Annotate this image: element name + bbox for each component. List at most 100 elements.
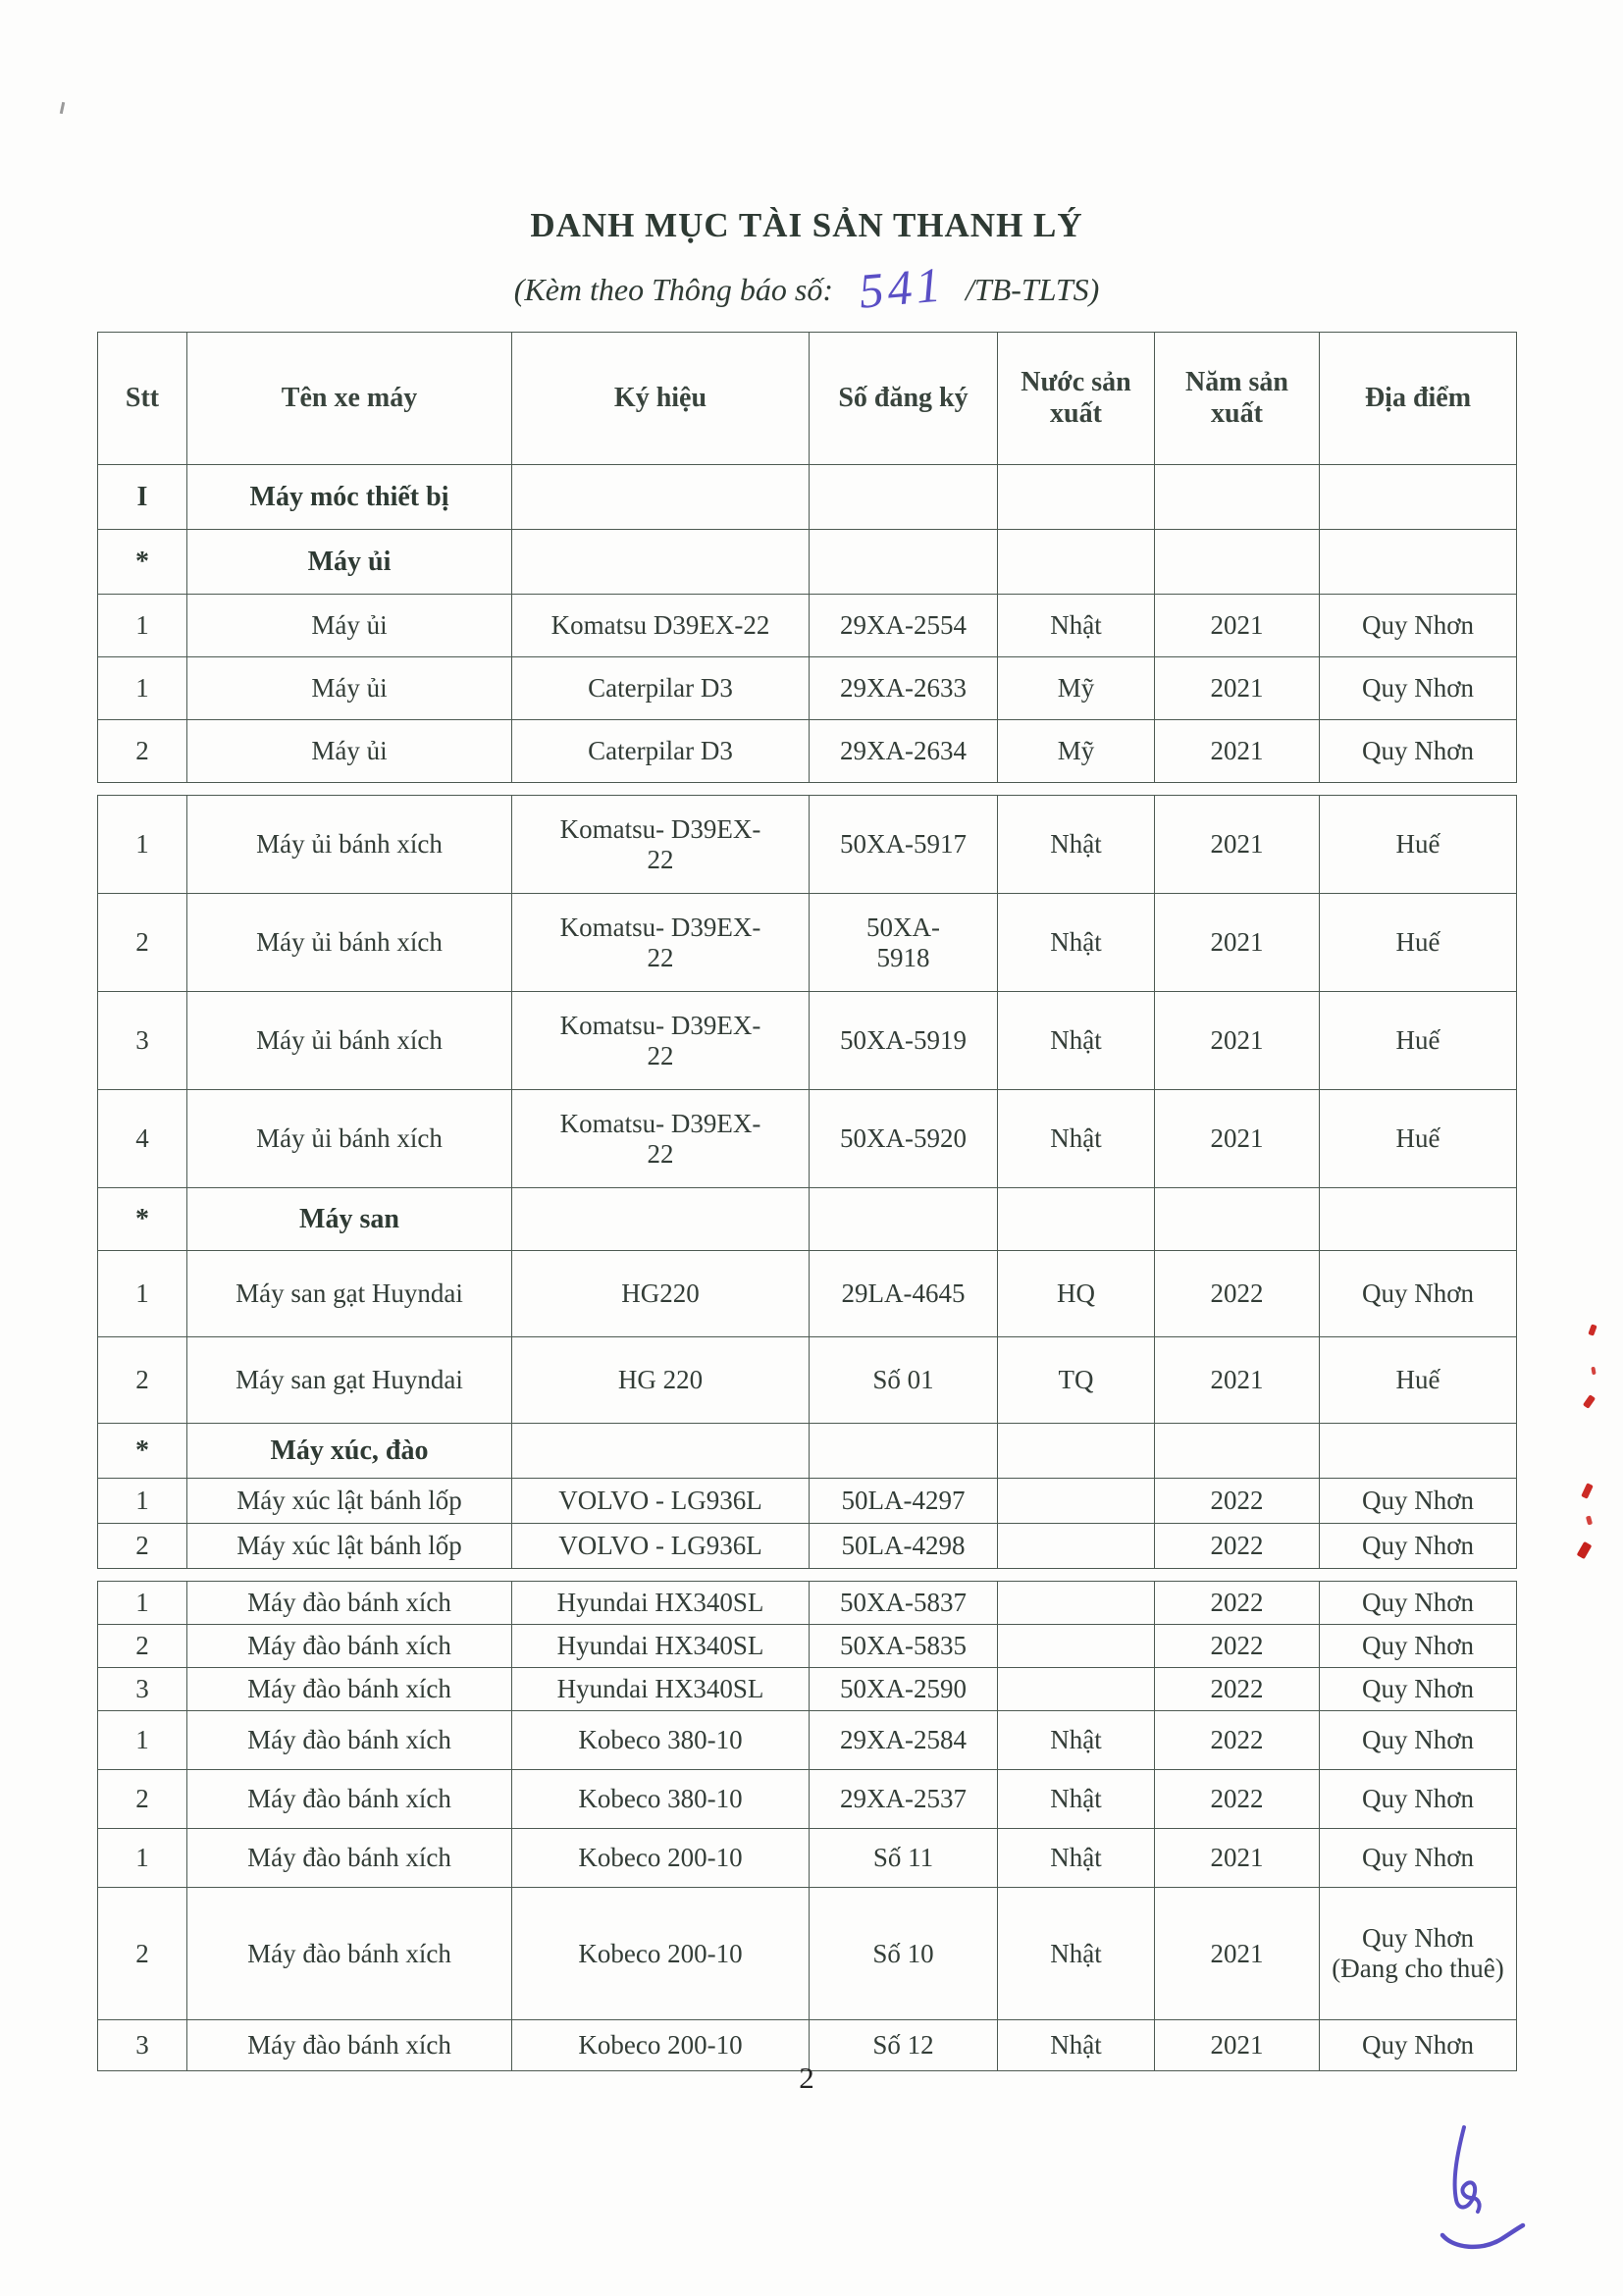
cell-stt: 2 bbox=[97, 893, 187, 992]
cell-ky-hieu: Hyundai HX340SL bbox=[511, 1581, 810, 1625]
cell-dia-diem: Huế bbox=[1319, 1089, 1517, 1188]
cell-nuoc-san-xuat: Nhật bbox=[997, 2019, 1155, 2071]
cell-so-dang-ky: 29XA-2584 bbox=[809, 1710, 998, 1770]
cell-stt: 1 bbox=[97, 656, 187, 720]
cell-so-dang-ky: 50LA-4297 bbox=[809, 1478, 998, 1524]
cell-ten-xe-may: Máy đào bánh xích bbox=[186, 1624, 512, 1668]
handwritten-number: 541 bbox=[857, 256, 947, 319]
red-ink-speck bbox=[1576, 1540, 1593, 1560]
cell-dia-diem: Quy Nhơn bbox=[1319, 1250, 1517, 1337]
red-ink-speck bbox=[1581, 1483, 1594, 1499]
cell-ten-xe-may: Máy san bbox=[186, 1187, 512, 1251]
cell-nam-san-xuat: 2022 bbox=[1154, 1478, 1320, 1524]
cell-nam-san-xuat: 2021 bbox=[1154, 594, 1320, 657]
cell-ten-xe-may: Máy ủi bbox=[186, 656, 512, 720]
cell-dia-diem: Quy Nhơn bbox=[1319, 1478, 1517, 1524]
subtitle-suffix: /TB-TLTS) bbox=[966, 272, 1100, 307]
cell-stt: 1 bbox=[97, 1478, 187, 1524]
cell-nuoc-san-xuat: Nhật bbox=[997, 991, 1155, 1090]
table-block-2: 1 Máy đào bánh xích Hyundai HX340SL 50XA-58… bbox=[97, 1581, 1517, 2071]
cell-nuoc-san-xuat: Mỹ bbox=[997, 719, 1155, 783]
table-row: 3 Máy ủi bánh xích Komatsu- D39EX- 22 50XA-… bbox=[97, 991, 1517, 1090]
cell-ten-xe-may: Máy xúc, đào bbox=[186, 1423, 512, 1479]
cell-so-dang-ky: 50XA- 5918 bbox=[809, 893, 998, 992]
header-cell-stt: Stt bbox=[97, 332, 187, 465]
cell-stt: * bbox=[97, 529, 187, 595]
cell-nuoc-san-xuat: Mỹ bbox=[997, 656, 1155, 720]
cell-stt: 3 bbox=[97, 991, 187, 1090]
cell-ten-xe-may: Máy san gạt Huyndai bbox=[186, 1250, 512, 1337]
cell-dia-diem bbox=[1319, 1423, 1517, 1479]
cell-nuoc-san-xuat: Nhật bbox=[997, 1828, 1155, 1888]
cell-ten-xe-may: Máy ủi bánh xích bbox=[186, 795, 512, 894]
cell-stt: 2 bbox=[97, 1624, 187, 1668]
cell-ky-hieu: Kobeco 380-10 bbox=[511, 1769, 810, 1829]
table-row: 1 Máy san gạt Huyndai HG220 29LA-4645 HQ 2022… bbox=[97, 1250, 1517, 1337]
cell-ky-hieu: Komatsu- D39EX- 22 bbox=[511, 795, 810, 894]
cell-dia-diem: Quy Nhơn bbox=[1319, 1624, 1517, 1668]
cell-stt: 1 bbox=[97, 1710, 187, 1770]
cell-dia-diem bbox=[1319, 464, 1517, 530]
cell-so-dang-ky: 50XA-5919 bbox=[809, 991, 998, 1090]
page-number: 2 bbox=[799, 2061, 814, 2095]
cell-so-dang-ky: Số 12 bbox=[809, 2019, 998, 2071]
cell-ky-hieu: Komatsu- D39EX- 22 bbox=[511, 1089, 810, 1188]
cell-ky-hieu: Komatsu D39EX-22 bbox=[511, 594, 810, 657]
cell-nuoc-san-xuat bbox=[997, 1187, 1155, 1251]
cell-dia-diem: Quy Nhơn bbox=[1319, 1828, 1517, 1888]
cell-ten-xe-may: Máy ủi bánh xích bbox=[186, 893, 512, 992]
cell-nam-san-xuat: 2022 bbox=[1154, 1769, 1320, 1829]
cell-nuoc-san-xuat: Nhật bbox=[997, 795, 1155, 894]
table-row: 1 Máy ủi Komatsu D39EX-22 29XA-2554 Nhật 2021… bbox=[97, 594, 1517, 657]
cell-so-dang-ky bbox=[809, 529, 998, 595]
cell-ky-hieu bbox=[511, 1423, 810, 1479]
cell-dia-diem: Huế bbox=[1319, 991, 1517, 1090]
cell-ten-xe-may: Máy đào bánh xích bbox=[186, 1667, 512, 1711]
cell-so-dang-ky: 50XA-5920 bbox=[809, 1089, 998, 1188]
page-title: DANH MỤC TÀI SẢN THANH LÝ bbox=[530, 206, 1083, 244]
header-cell-ky-hieu: Ký hiệu bbox=[511, 332, 810, 465]
cell-ky-hieu: Caterpilar D3 bbox=[511, 656, 810, 720]
page-subtitle: (Kèm theo Thông báo số: 541/TB-TLTS) bbox=[97, 255, 1516, 324]
cell-dia-diem: Huế bbox=[1319, 893, 1517, 992]
cell-ky-hieu bbox=[511, 529, 810, 595]
cell-so-dang-ky: Số 01 bbox=[809, 1336, 998, 1424]
cell-stt: 3 bbox=[97, 2019, 187, 2071]
table-row: 1 Máy đào bánh xích Hyundai HX340SL 50XA-58… bbox=[97, 1581, 1517, 1625]
cell-stt: 1 bbox=[97, 1828, 187, 1888]
cell-nam-san-xuat: 2022 bbox=[1154, 1581, 1320, 1625]
header-cell-so-dang-ky: Số đăng ký bbox=[809, 332, 998, 465]
cell-nuoc-san-xuat: TQ bbox=[997, 1336, 1155, 1424]
cell-stt: 2 bbox=[97, 1769, 187, 1829]
cell-so-dang-ky: 29LA-4645 bbox=[809, 1250, 998, 1337]
cell-ten-xe-may: Máy ủi bánh xích bbox=[186, 1089, 512, 1188]
cell-ten-xe-may: Máy đào bánh xích bbox=[186, 1887, 512, 2020]
cell-ky-hieu: VOLVO - LG936L bbox=[511, 1523, 810, 1569]
cell-stt: 2 bbox=[97, 719, 187, 783]
cell-ten-xe-may: Máy ủi bbox=[186, 719, 512, 783]
cell-nam-san-xuat bbox=[1154, 529, 1320, 595]
cell-dia-diem: Quy Nhơn bbox=[1319, 1667, 1517, 1711]
asset-table: Stt Tên xe máy Ký hiệu Số đăng ký Nước sản x… bbox=[97, 332, 1517, 2071]
header-cell-dia-diem: Địa điểm bbox=[1319, 332, 1517, 465]
cell-so-dang-ky: Số 11 bbox=[809, 1828, 998, 1888]
cell-nuoc-san-xuat: Nhật bbox=[997, 1089, 1155, 1188]
cell-dia-diem: Quy Nhơn bbox=[1319, 1523, 1517, 1569]
table-block-1: 1 Máy ủi bánh xích Komatsu- D39EX- 22 50XA-… bbox=[97, 795, 1517, 1569]
cell-stt: * bbox=[97, 1187, 187, 1251]
cell-so-dang-ky: 29XA-2634 bbox=[809, 719, 998, 783]
section-row: I Máy móc thiết bị bbox=[97, 464, 1517, 530]
cell-so-dang-ky: 29XA-2537 bbox=[809, 1769, 998, 1829]
cell-nam-san-xuat bbox=[1154, 1423, 1320, 1479]
cell-stt: 2 bbox=[97, 1336, 187, 1424]
cell-dia-diem: Quy Nhơn bbox=[1319, 594, 1517, 657]
header-cell-ten-xe-may: Tên xe máy bbox=[186, 332, 512, 465]
table-row: 1 Máy ủi Caterpilar D3 29XA-2633 Mỹ 2021 Quy N… bbox=[97, 656, 1517, 720]
cell-nam-san-xuat: 2021 bbox=[1154, 1887, 1320, 2020]
cell-nuoc-san-xuat: Nhật bbox=[997, 1710, 1155, 1770]
cell-ten-xe-may: Máy ủi bbox=[186, 594, 512, 657]
red-ink-speck bbox=[1585, 1515, 1594, 1526]
cell-nam-san-xuat: 2022 bbox=[1154, 1624, 1320, 1668]
cell-stt: 2 bbox=[97, 1523, 187, 1569]
